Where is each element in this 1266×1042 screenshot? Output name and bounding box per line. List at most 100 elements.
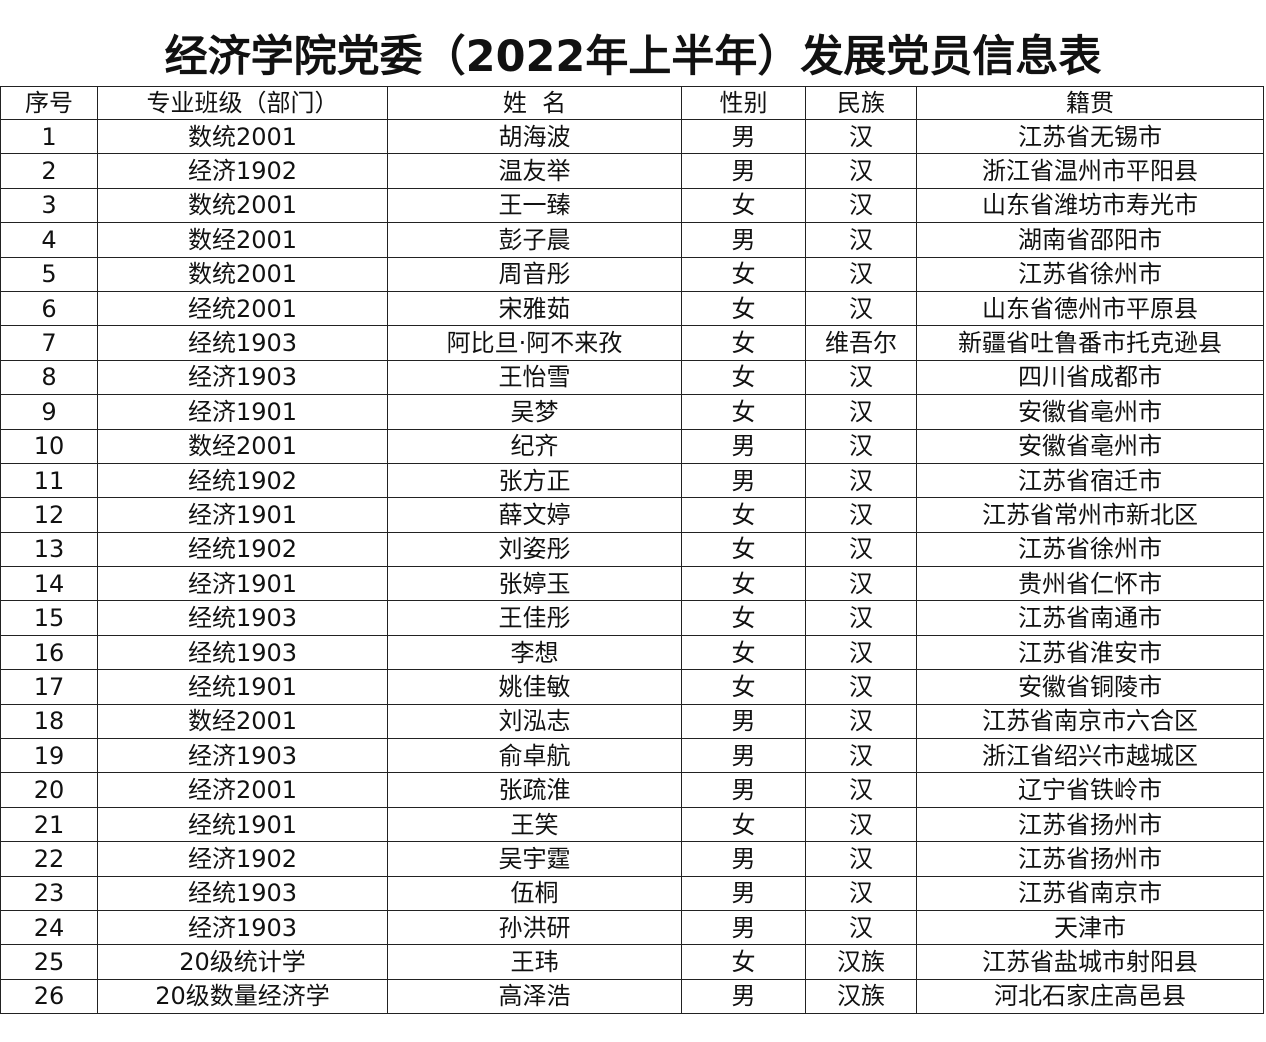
- cell-index: 25: [0, 944, 98, 980]
- cell-index: 6: [0, 290, 98, 327]
- cell-hometown: 安徽省亳州市: [916, 428, 1264, 464]
- table-row: 4 数经2001 彭子晨男汉湖南省邵阳市: [0, 222, 1264, 258]
- cell-gender: 女: [681, 944, 806, 980]
- cell-hometown: 江苏省宿迁市: [916, 462, 1264, 499]
- cell-class: 数统2001: [97, 187, 388, 224]
- cell-name: 王笑: [387, 806, 682, 843]
- cell-ethnicity: 汉: [805, 531, 917, 568]
- cell-ethnicity: 汉: [805, 256, 917, 292]
- cell-gender: 男: [681, 428, 806, 464]
- cell-hometown: 江苏省徐州市: [916, 256, 1264, 292]
- cell-ethnicity: 汉: [805, 806, 917, 843]
- cell-name: 吴宇霆: [387, 841, 682, 877]
- cell-hometown: 江苏省扬州市: [916, 841, 1264, 877]
- table-row: 2 经济1902 温友举男汉浙江省温州市平阳县: [0, 153, 1264, 189]
- header-class: 专业班级（部门）: [97, 86, 388, 120]
- cell-class: 经济1901: [97, 566, 388, 602]
- cell-name: 伍桐: [387, 875, 682, 911]
- cell-name: 张疏淮: [387, 772, 682, 808]
- cell-class: 20级数量经济学: [97, 978, 388, 1015]
- cell-index: 22: [0, 841, 98, 877]
- cell-gender: 男: [681, 118, 806, 155]
- cell-ethnicity: 汉族: [805, 944, 917, 980]
- cell-gender: 男: [681, 841, 806, 877]
- cell-hometown: 安徽省铜陵市: [916, 669, 1264, 705]
- cell-ethnicity: 汉: [805, 669, 917, 705]
- cell-gender: 男: [681, 909, 806, 946]
- header-row: 序号 专业班级（部门） 姓 名 性别 民族 籍贯: [0, 86, 1264, 120]
- cell-hometown: 江苏省徐州市: [916, 531, 1264, 568]
- cell-name: 孙洪研: [387, 909, 682, 946]
- cell-ethnicity: 汉: [805, 738, 917, 774]
- cell-class: 经统1901: [97, 669, 388, 705]
- table-row: 21 经统1901 王笑女汉江苏省扬州市: [0, 806, 1264, 843]
- table-row: 10 数经2001 纪齐男汉安徽省亳州市: [0, 428, 1264, 464]
- cell-class: 经济1901: [97, 394, 388, 430]
- cell-class: 经济1903: [97, 738, 388, 774]
- cell-index: 18: [0, 703, 98, 740]
- cell-ethnicity: 汉: [805, 600, 917, 636]
- cell-ethnicity: 汉族: [805, 978, 917, 1015]
- cell-ethnicity: 汉: [805, 290, 917, 327]
- cell-class: 数经2001: [97, 703, 388, 740]
- cell-name: 王一臻: [387, 187, 682, 224]
- cell-class: 数经2001: [97, 428, 388, 464]
- cell-ethnicity: 汉: [805, 394, 917, 430]
- cell-class: 经统2001: [97, 290, 388, 327]
- cell-name: 张婷玉: [387, 566, 682, 602]
- cell-ethnicity: 汉: [805, 634, 917, 671]
- cell-hometown: 河北石家庄高邑县: [916, 978, 1264, 1015]
- cell-hometown: 江苏省南通市: [916, 600, 1264, 636]
- table-row: 20 经济2001 张疏淮男汉辽宁省铁岭市: [0, 772, 1264, 808]
- cell-ethnicity: 汉: [805, 462, 917, 499]
- cell-index: 21: [0, 806, 98, 843]
- cell-gender: 女: [681, 394, 806, 430]
- cell-ethnicity: 汉: [805, 909, 917, 946]
- cell-name: 胡海波: [387, 118, 682, 155]
- cell-class: 经济1902: [97, 841, 388, 877]
- cell-name: 俞卓航: [387, 738, 682, 774]
- cell-name: 温友举: [387, 153, 682, 189]
- cell-gender: 女: [681, 806, 806, 843]
- cell-name: 张方正: [387, 462, 682, 499]
- cell-hometown: 安徽省亳州市: [916, 394, 1264, 430]
- cell-hometown: 新疆省吐鲁番市托克逊县: [916, 325, 1264, 361]
- table-row: 11 经统1902 张方正男汉江苏省宿迁市: [0, 462, 1264, 499]
- table-row: 9 经济1901 吴梦女汉安徽省亳州市: [0, 394, 1264, 430]
- cell-index: 17: [0, 669, 98, 705]
- cell-gender: 女: [681, 359, 806, 396]
- cell-class: 经统1901: [97, 806, 388, 843]
- cell-ethnicity: 汉: [805, 841, 917, 877]
- cell-name: 薛文婷: [387, 497, 682, 533]
- cell-gender: 女: [681, 325, 806, 361]
- table-row: 26 20级数量经济学 高泽浩男汉族 河北石家庄高邑县: [0, 978, 1264, 1015]
- table-row: 15 经统1903 王佳彤女汉江苏省南通市: [0, 600, 1264, 636]
- table-row: 22 经济1902 吴宇霆男汉江苏省扬州市: [0, 841, 1264, 877]
- cell-name: 李想: [387, 634, 682, 671]
- cell-name: 王怡雪: [387, 359, 682, 396]
- cell-ethnicity: 汉: [805, 359, 917, 396]
- cell-class: 经统1903: [97, 600, 388, 636]
- cell-ethnicity: 汉: [805, 497, 917, 533]
- cell-index: 24: [0, 909, 98, 946]
- cell-class: 经统1902: [97, 462, 388, 499]
- cell-name: 王佳彤: [387, 600, 682, 636]
- cell-name: 彭子晨: [387, 222, 682, 258]
- cell-name: 刘姿彤: [387, 531, 682, 568]
- header-gender: 性别: [681, 86, 806, 120]
- cell-hometown: 山东省德州市平原县: [916, 290, 1264, 327]
- cell-gender: 男: [681, 153, 806, 189]
- cell-gender: 男: [681, 978, 806, 1015]
- cell-index: 5: [0, 256, 98, 292]
- cell-hometown: 辽宁省铁岭市: [916, 772, 1264, 808]
- cell-hometown: 江苏省扬州市: [916, 806, 1264, 843]
- cell-name: 刘泓志: [387, 703, 682, 740]
- cell-gender: 女: [681, 600, 806, 636]
- cell-name: 王玮: [387, 944, 682, 980]
- table-row: 6 经统2001 宋雅茹女汉山东省德州市平原县: [0, 290, 1264, 327]
- cell-class: 经统1902: [97, 531, 388, 568]
- cell-name: 吴梦: [387, 394, 682, 430]
- cell-gender: 女: [681, 531, 806, 568]
- cell-index: 20: [0, 772, 98, 808]
- cell-class: 经统1903: [97, 875, 388, 911]
